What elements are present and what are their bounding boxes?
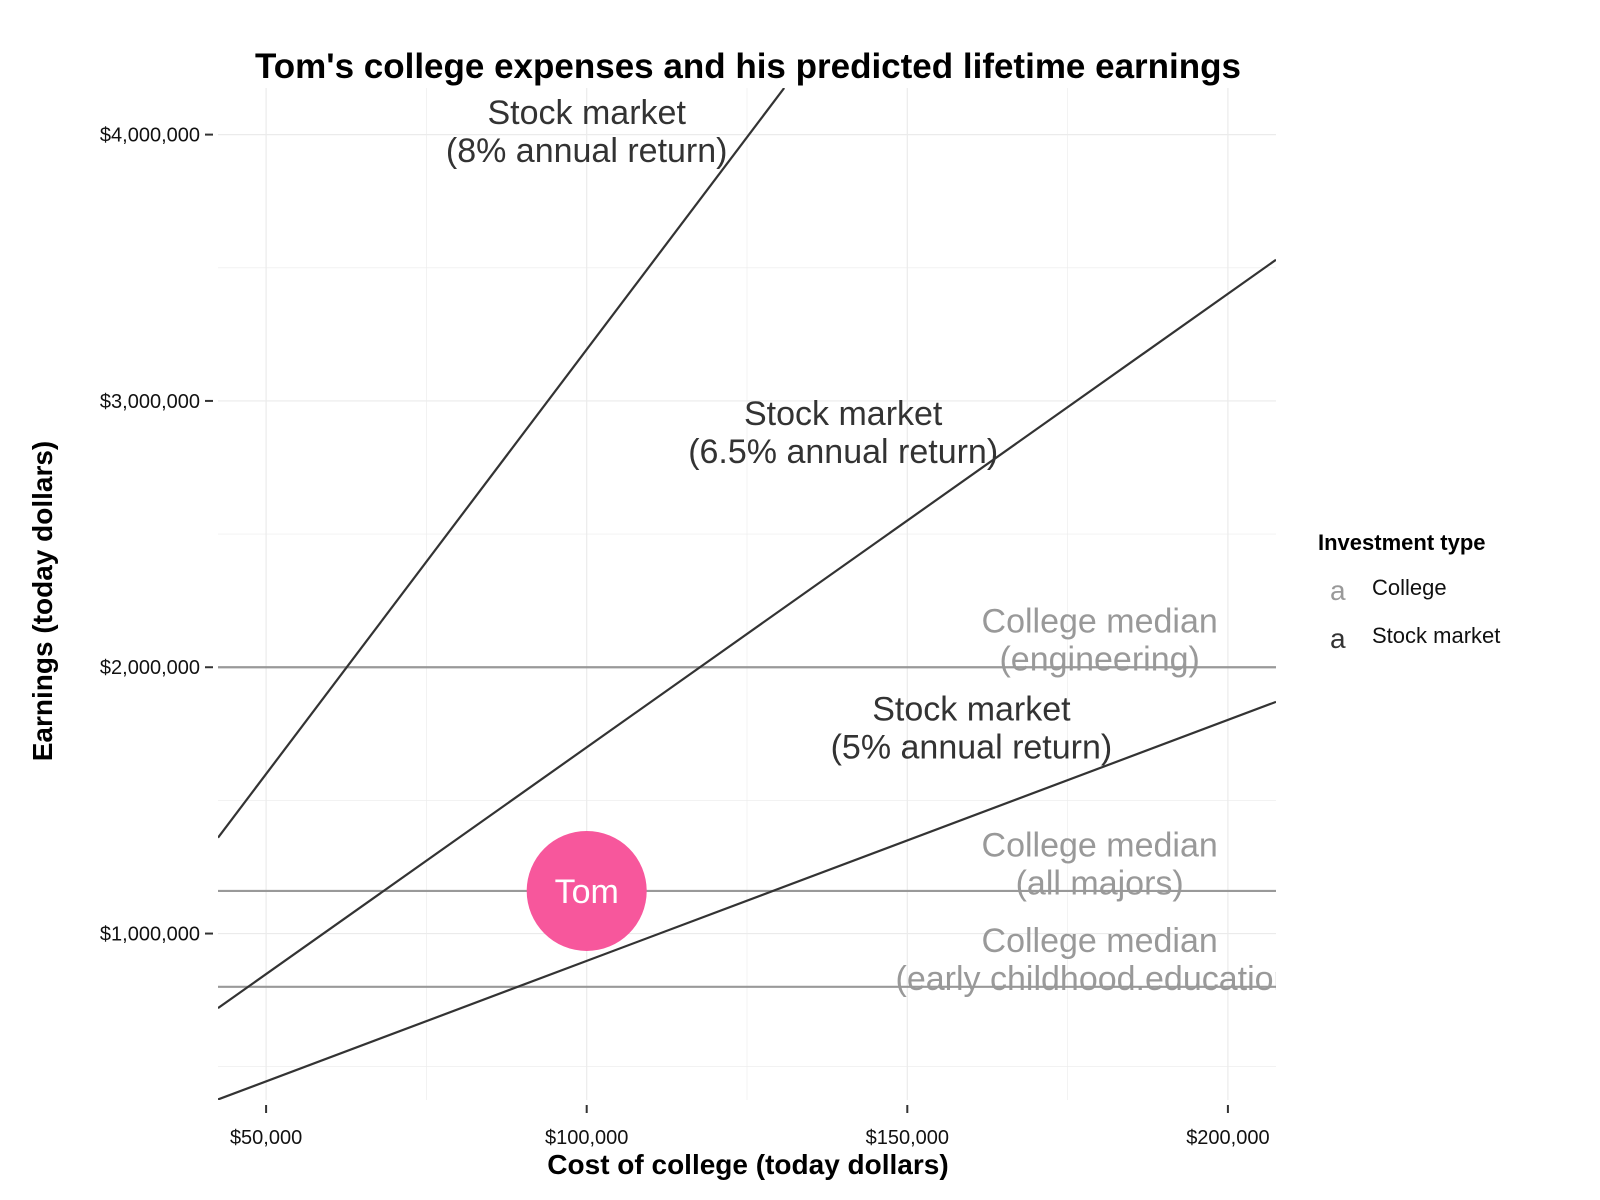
stock-market-line bbox=[218, 700, 1276, 1100]
x-tick-label: $200,000 bbox=[1186, 1127, 1269, 1149]
annotation-label: Stock market bbox=[744, 395, 943, 433]
annotation-label: (8% annual return) bbox=[446, 132, 728, 170]
x-axis-title: Cost of college (today dollars) bbox=[547, 1149, 948, 1180]
highlight-point-group: Tom bbox=[526, 830, 647, 951]
stock-market-line bbox=[218, 258, 1276, 1010]
legend-key-college: a bbox=[1330, 575, 1346, 606]
annotation-label: (5% annual return) bbox=[831, 729, 1113, 767]
y-tick-label: $2,000,000 bbox=[100, 657, 200, 679]
annotation-label: Stock market bbox=[872, 691, 1071, 729]
axes: $50,000 $100,000 $150,000 $200,000 $1,000,00… bbox=[100, 125, 1270, 1149]
x-tick-label: $100,000 bbox=[545, 1127, 628, 1149]
series-lines bbox=[218, 88, 1276, 1100]
y-tick-label: $1,000,000 bbox=[100, 924, 200, 946]
annotation-label: (all majors) bbox=[1016, 864, 1184, 902]
y-axis-title: Earnings (today dollars) bbox=[27, 441, 58, 762]
annotation-label: College median bbox=[982, 826, 1218, 864]
annotation-label: Stock market bbox=[488, 94, 687, 132]
chart-title: Tom's college expenses and his predicted… bbox=[255, 47, 1241, 86]
legend-label-college: College bbox=[1372, 575, 1447, 600]
x-tick-label: $50,000 bbox=[230, 1127, 302, 1149]
legend: Investment type a College a Stock market bbox=[1318, 530, 1500, 654]
annotations: Stock market(8% annual return)Stock mark… bbox=[446, 94, 1304, 998]
legend-label-stock-market: Stock market bbox=[1372, 623, 1500, 648]
tom-point bbox=[526, 830, 647, 951]
annotation-label: (early childhood.education) bbox=[896, 960, 1304, 998]
stock-market-line bbox=[218, 88, 786, 839]
x-tick-label: $150,000 bbox=[866, 1127, 949, 1149]
y-tick-label: $3,000,000 bbox=[100, 391, 200, 413]
tom-point-label: Tom bbox=[555, 873, 619, 911]
annotation-label: (engineering) bbox=[999, 641, 1199, 679]
legend-key-stock-market: a bbox=[1330, 623, 1346, 654]
legend-title: Investment type bbox=[1318, 530, 1486, 555]
annotation-label: (6.5% annual return) bbox=[688, 433, 998, 471]
y-tick-label: $4,000,000 bbox=[100, 125, 200, 147]
annotation-label: College median bbox=[982, 922, 1218, 960]
annotation-label: College median bbox=[982, 603, 1218, 641]
